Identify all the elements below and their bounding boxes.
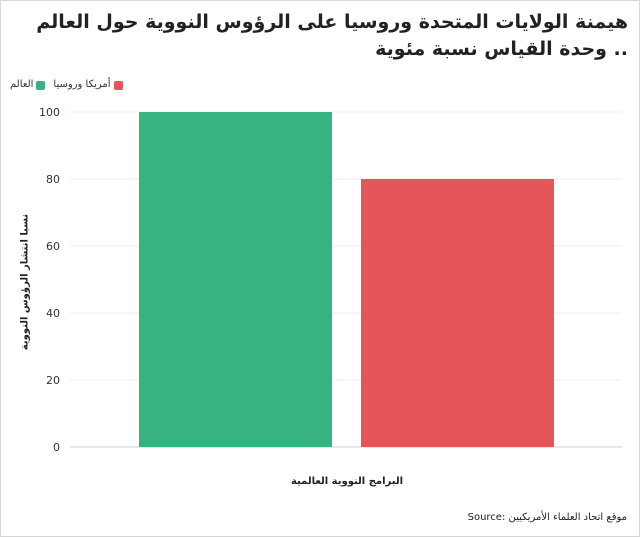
chart-legend: العالم أمريكا وروسيا xyxy=(10,78,123,92)
y-tick-label-100: 100 xyxy=(39,106,60,119)
chart-title: هيمنة الولايات المتحدة وروسيا على الرؤوس… xyxy=(36,11,628,60)
legend-label-us-russia: أمريكا وروسيا xyxy=(53,79,111,90)
legend-item-world[interactable]: العالم xyxy=(10,79,46,91)
bar-world[interactable] xyxy=(139,112,332,447)
x-axis-label: البرامج النووية العالمية xyxy=(290,476,404,487)
legend-swatch-world xyxy=(36,80,46,90)
y-tick-label-40: 40 xyxy=(46,307,60,320)
source-note: موقع اتحاد العلماء الأمريكيين :Source xyxy=(467,512,627,523)
y-tick-label-20: 20 xyxy=(46,374,60,387)
y-tick-label-0: 0 xyxy=(53,441,60,454)
legend-label-world: العالم xyxy=(10,79,34,90)
bar-us-russia[interactable] xyxy=(361,179,554,447)
y-axis-label: نسبا انتشار الرؤوس النووية xyxy=(19,213,31,351)
legend-swatch-us-russia xyxy=(113,80,123,90)
y-tick-label-80: 80 xyxy=(46,173,60,186)
legend-item-us-russia[interactable]: أمريكا وروسيا xyxy=(53,79,123,91)
y-tick-label-60: 60 xyxy=(46,240,60,253)
